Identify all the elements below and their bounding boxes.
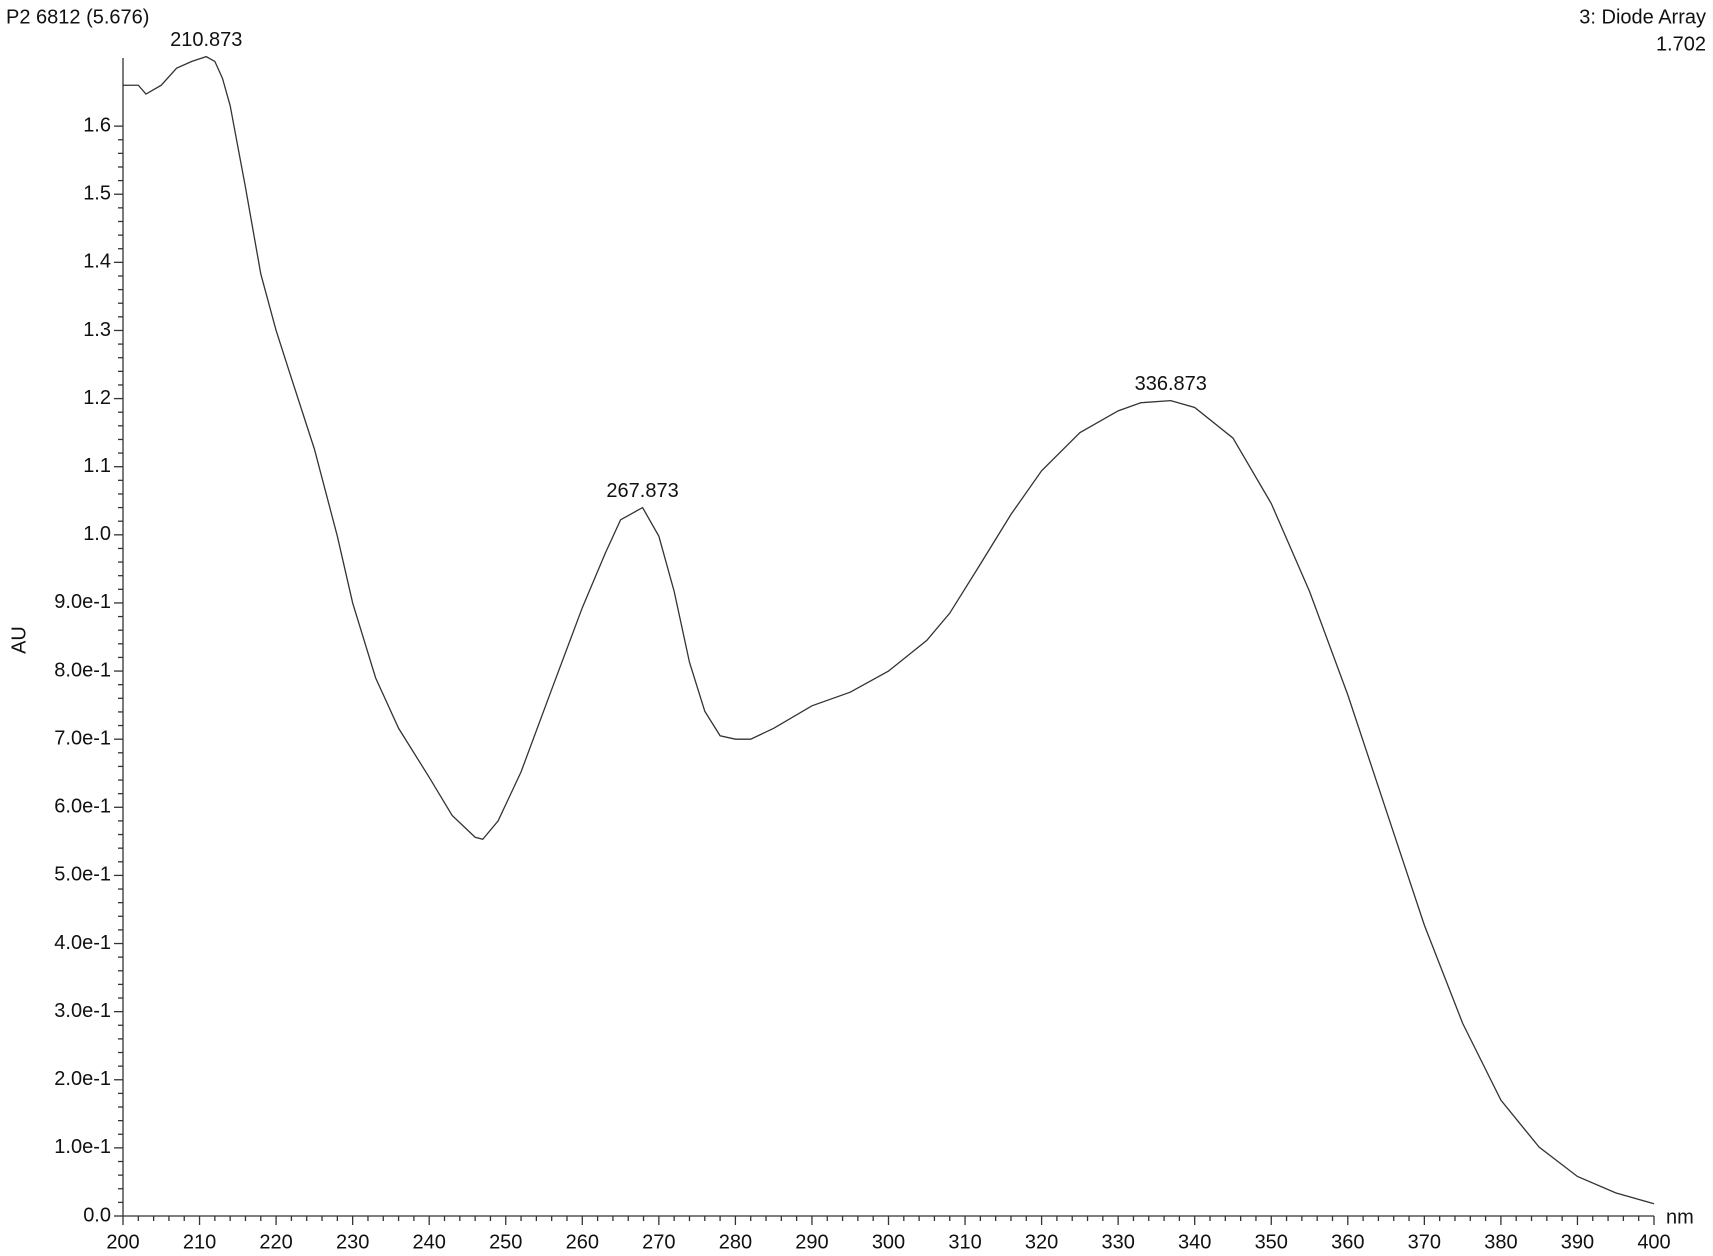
spectrum-line (123, 55, 1655, 1205)
y-tick-label: 2.0e-1 (54, 1068, 111, 1090)
y-tick-label: 1.5 (83, 183, 111, 205)
peak-label: 210.873 (170, 29, 242, 51)
y-tick-label: 7.0e-1 (54, 727, 111, 749)
peak-label: 336.873 (1135, 373, 1207, 395)
max-value: 1.702 (1656, 33, 1706, 55)
y-tick-label: 8.0e-1 (54, 659, 111, 681)
x-tick-label: 340 (1178, 1231, 1211, 1253)
x-tick-label: 300 (872, 1231, 905, 1253)
x-tick-label: 280 (719, 1231, 752, 1253)
x-tick-label: 370 (1408, 1231, 1441, 1253)
x-axis-label: nm (1666, 1206, 1694, 1228)
y-tick-label: 4.0e-1 (54, 932, 111, 954)
x-tick-label: 320 (1025, 1231, 1058, 1253)
y-tick-label: 6.0e-1 (54, 796, 111, 818)
y-tick-label: 5.0e-1 (54, 864, 111, 886)
y-tick-label: 1.2 (83, 387, 111, 409)
y-axis-label: AU (8, 626, 30, 654)
y-tick-label: 1.3 (83, 319, 111, 341)
x-tick-label: 380 (1484, 1231, 1517, 1253)
x-tick-label: 390 (1561, 1231, 1594, 1253)
x-tick-label: 360 (1331, 1231, 1364, 1253)
y-tick-label: 1.6 (83, 114, 111, 136)
x-tick-label: 270 (642, 1231, 675, 1253)
y-tick-label: 1.0 (83, 523, 111, 545)
x-tick-label: 210 (183, 1231, 216, 1253)
y-tick-label: 0.0 (83, 1204, 111, 1226)
x-tick-label: 350 (1255, 1231, 1288, 1253)
y-tick-label: 1.1 (83, 455, 111, 477)
trace-title: P2 6812 (5.676) (6, 6, 149, 28)
y-tick-label: 1.4 (83, 251, 111, 273)
x-tick-label: 200 (106, 1231, 139, 1253)
x-tick-label: 310 (948, 1231, 981, 1253)
y-tick-label: 9.0e-1 (54, 591, 111, 613)
y-tick-label: 3.0e-1 (54, 1000, 111, 1022)
x-tick-label: 290 (795, 1231, 828, 1253)
x-tick-label: 230 (336, 1231, 369, 1253)
x-tick-label: 240 (413, 1231, 446, 1253)
x-tick-label: 330 (1101, 1231, 1134, 1253)
x-tick-label: 220 (259, 1231, 292, 1253)
detector: 3: Diode Array (1579, 6, 1706, 28)
x-tick-label: 250 (489, 1231, 522, 1253)
x-tick-label: 260 (566, 1231, 599, 1253)
y-tick-label: 1.0e-1 (54, 1136, 111, 1158)
peak-label: 267.873 (606, 480, 678, 502)
x-tick-label: 400 (1637, 1231, 1670, 1253)
